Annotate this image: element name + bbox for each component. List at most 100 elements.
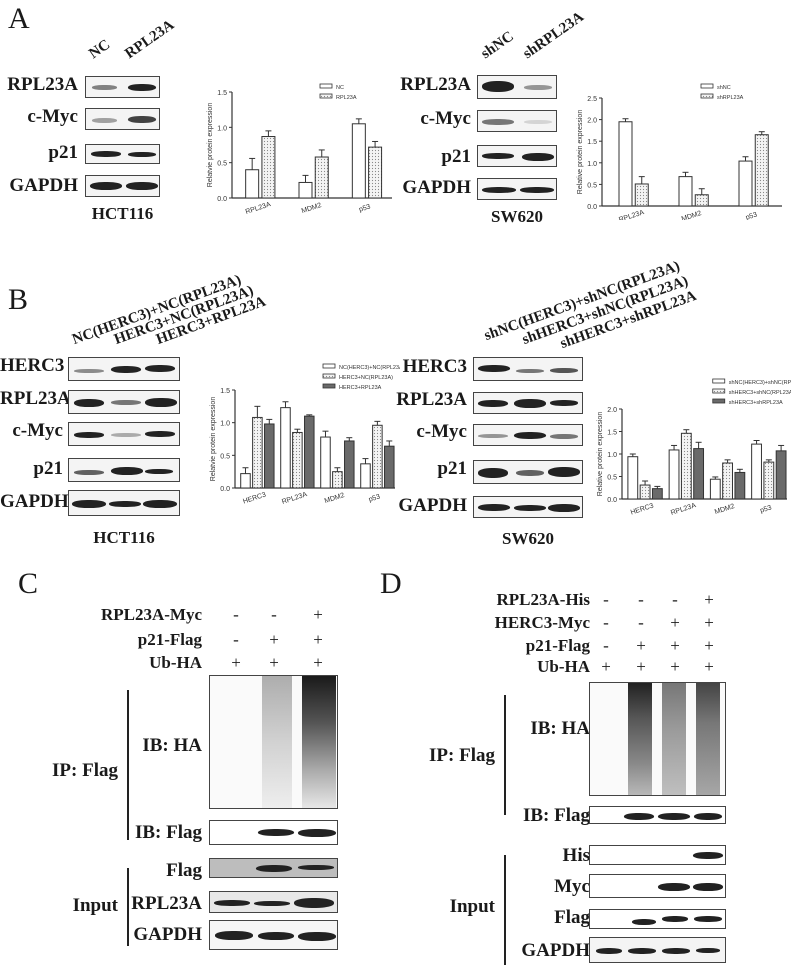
row-label: GAPDH [0,491,69,512]
row-label: RPL23A [400,74,471,95]
cell-line-label: SW620 [491,207,543,226]
svg-text:p53: p53 [759,504,772,514]
sign: + [601,657,611,676]
svg-text:0.5: 0.5 [217,161,227,168]
svg-text:Relatvie protein expression: Relatvie protein expression [207,103,214,188]
svg-text:1.0: 1.0 [607,452,617,459]
row-label: HERC3 [0,355,65,376]
row-label: GAPDH [402,177,471,198]
row-label: RPL23A [396,389,467,410]
row-label: GAPDH [521,940,590,961]
blot-strip [85,175,160,197]
sign: + [704,657,714,676]
svg-text:Relative protein expression: Relative protein expression [577,110,584,195]
svg-text:MDM2: MDM2 [324,492,346,505]
row-label: Flag [554,907,590,928]
blot-strip [209,920,338,950]
condition-label: RPL23A-His [496,590,591,609]
blot-strip [473,460,583,484]
blot-strip [85,76,160,98]
svg-text:p53: p53 [358,203,371,213]
row-label: GAPDH [9,175,78,196]
sign: - [603,636,609,655]
row-label: IB: Flag [134,822,202,843]
svg-text:1.5: 1.5 [220,388,230,395]
blot-strip [589,874,726,898]
svg-text:2.5: 2.5 [587,96,597,103]
svg-text:shHERC3+shRPL23A: shHERC3+shRPL23A [729,400,783,406]
blot-strip [589,937,726,963]
svg-text:shNC: shNC [717,85,731,91]
blot-strip [589,845,726,865]
row-label: c-Myc [12,420,63,441]
cell-line-label: HCT116 [93,528,155,547]
blot-strip [85,144,160,164]
svg-text:RPL23A: RPL23A [618,209,645,220]
sign: - [638,613,644,632]
blot-strip [68,390,180,414]
condition-label: HERC3-Myc [494,613,590,632]
sign: + [313,653,323,672]
lane-label: NC [86,36,114,63]
svg-text:1.0: 1.0 [217,125,227,132]
panel-letter-c: C [18,567,39,600]
sign: + [670,636,680,655]
input-group-bracket [127,868,129,946]
blot-strip [209,820,338,845]
panel-letter-d: D [380,567,402,600]
blot-strip [68,458,180,482]
svg-text:MDM2: MDM2 [301,202,323,215]
svg-text:1.0: 1.0 [220,421,230,428]
lane-label: shRPL23A [520,8,587,63]
svg-text:1.5: 1.5 [217,90,227,97]
svg-text:HERC3: HERC3 [242,492,267,506]
row-label: HERC3 [402,356,467,377]
blot-strip [68,357,180,381]
blot-strip [473,357,583,381]
condition-label: Ub-HA [537,657,590,676]
svg-text:p53: p53 [368,493,381,503]
blot-strip [477,75,557,99]
svg-text:2.0: 2.0 [587,118,597,125]
svg-text:1.5: 1.5 [587,139,597,146]
svg-text:NC: NC [336,85,344,91]
svg-text:MDM2: MDM2 [714,503,736,515]
sign: + [636,657,646,676]
row-label: Myc [554,876,590,897]
row-label: p21 [33,458,63,479]
sign: + [269,630,279,649]
blot-strip [209,858,338,878]
svg-text:0.5: 0.5 [220,453,230,460]
blot-strip [85,108,160,130]
row-label: RPL23A [0,388,71,409]
blot-strip [589,909,726,929]
blot-strip [473,424,583,446]
row-label: GAPDH [133,924,202,945]
sign: - [271,605,277,624]
svg-text:shNC(HERC3)+shNC(RPL23A): shNC(HERC3)+shNC(RPL23A) [729,380,791,386]
row-label: IB: HA [530,718,590,739]
svg-text:1.0: 1.0 [587,161,597,168]
row-label: p21 [441,146,471,167]
row-label: IB: Flag [522,805,590,826]
lane-label: RPL23A [122,17,178,63]
row-label: p21 [437,458,467,479]
row-label: p21 [48,142,78,163]
blot-strip [589,806,726,824]
ip-group-bracket [127,690,129,840]
row-label: c-Myc [27,106,78,127]
sign: - [603,590,609,609]
svg-text:RPL23A: RPL23A [336,95,357,101]
svg-text:0.0: 0.0 [220,486,230,493]
svg-text:p53: p53 [745,211,758,220]
cell-line-label: HCT116 [91,204,154,223]
svg-text:1.5: 1.5 [607,430,617,437]
svg-text:HERC3+RPL23A: HERC3+RPL23A [339,385,382,391]
svg-text:2.0: 2.0 [607,407,617,414]
svg-text:Relative protein expression: Relative protein expression [597,412,604,497]
group-label: IP: Flag [52,760,118,781]
sign: - [603,613,609,632]
